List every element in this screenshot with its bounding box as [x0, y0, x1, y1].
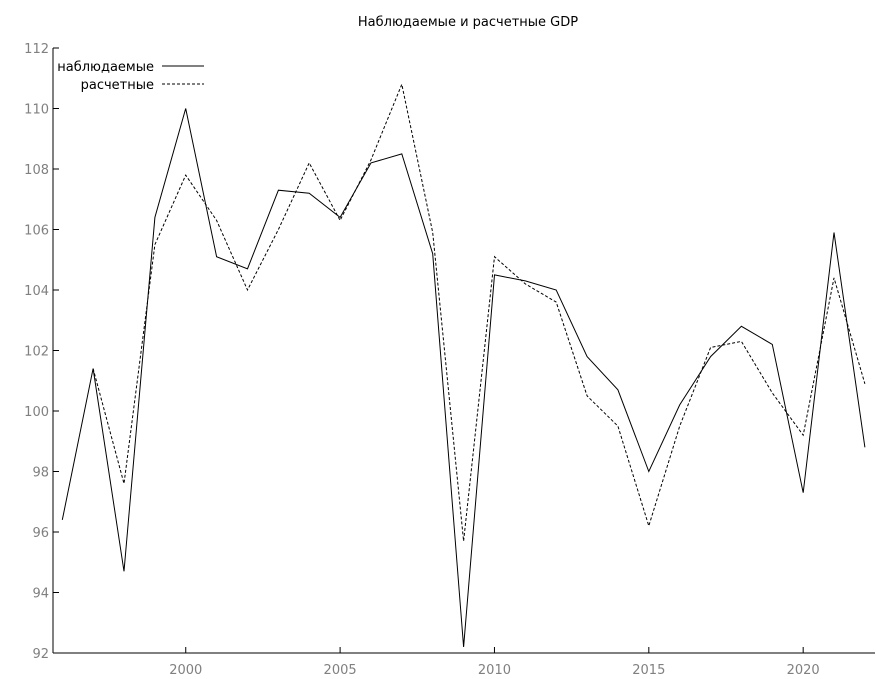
chart-title: Наблюдаемые и расчетные GDP: [358, 15, 578, 30]
y-tick-label: 110: [24, 103, 49, 118]
ticks: 92 94 96 98 100 102 104 106 108 110 112 2000 2005 201…: [24, 42, 820, 678]
x-tick-label: 2005: [324, 663, 357, 678]
y-tick-label: 106: [24, 224, 49, 239]
y-tick-label: 108: [24, 163, 49, 178]
legend: наблюдаемые расчетные: [57, 60, 204, 93]
x-tick-label: 2010: [478, 663, 511, 678]
y-tick-label: 104: [24, 284, 49, 299]
series-lines: [61, 82, 866, 647]
y-tick-label: 94: [32, 587, 49, 602]
y-tick-label: 112: [24, 42, 49, 57]
y-tick-label: 102: [24, 345, 49, 360]
y-tick-label: 98: [32, 466, 49, 481]
series-line-observed: [61, 108, 866, 647]
x-tick-label: 2020: [787, 663, 820, 678]
y-tick-label: 92: [32, 647, 49, 662]
y-tick-label: 96: [32, 526, 49, 541]
legend-label-estimated: расчетные: [81, 78, 154, 93]
y-tick-label: 100: [24, 405, 49, 420]
x-tick-label: 2000: [169, 663, 202, 678]
series-line-estimated: [92, 82, 866, 542]
legend-label-observed: наблюдаемые: [57, 60, 154, 75]
axes: [52, 48, 875, 654]
x-tick-label: 2015: [632, 663, 665, 678]
